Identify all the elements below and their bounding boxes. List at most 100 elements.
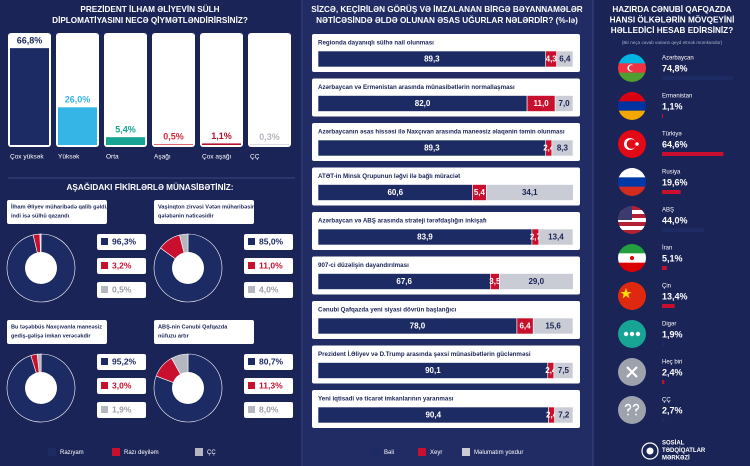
value-swatch [101,358,108,365]
chart-subtitle: (Bir neçə cavab variantı qeyd etmək mümk… [622,40,723,45]
card [152,33,195,147]
flag-dot [635,331,641,337]
question-text: qələbənin nəticəsidir [158,213,214,219]
value-label: 1,1% [662,101,683,111]
legend-label: Bəli [384,450,394,456]
flag-stripe [618,226,646,231]
flag-stripe [618,110,646,120]
value-label: 74,8% [662,63,688,73]
category-label: Orta [106,154,119,161]
value-label: 13,4% [662,291,688,301]
flag-stripe [618,222,646,227]
question-text: ABŞ-nin Cənubi Qafqazda [158,324,228,330]
flag [618,282,646,310]
value-label: 3,0% [112,380,132,390]
chart-title: HAZIRDA CƏNUBİ QAFQAZDA [612,4,731,14]
flag [618,130,646,158]
category-label: Rusiya [662,170,681,176]
flag-question [632,403,640,412]
value-label: 8,0% [259,404,279,414]
bar-segment [532,317,574,335]
value-box [244,234,293,250]
value-swatch [101,406,108,413]
value-swatch [248,238,255,245]
chart-title: HƏLLEDİCİ HESAB EDİRSİNİZ? [611,25,733,35]
bar-segment [551,139,574,157]
value-swatch [101,286,108,293]
category-label: ÇÇ [662,398,671,404]
bar [662,114,664,118]
chart-title: DİPLOMATİYASINI NECƏ QİYMƏTLƏNDİRİRSİNİZ… [52,15,248,25]
value-label: 6,4 [519,322,531,331]
flag-question-dot [635,413,637,416]
value-label: 90,1 [425,366,441,375]
value-swatch [248,358,255,365]
bar-segment [554,95,574,112]
pie-hole [25,372,57,404]
bar [662,190,681,194]
category-label: Heç biri [662,360,682,366]
value-box [97,378,146,394]
row-label: Azərbaycan və Ermənistan arasında münasi… [318,84,515,91]
value-label: 95,2% [112,356,137,366]
bar [662,380,665,384]
flag [618,168,646,196]
value-swatch [101,262,108,269]
value-swatch [101,238,108,245]
flag-star [620,288,632,299]
value-label: 6,4 [559,55,571,64]
bar [662,342,664,346]
value-label: 5,1% [662,253,683,263]
value-label: 0,3% [259,132,280,142]
category-label: Digər [662,322,676,328]
value-label: 66,8% [17,36,43,46]
value-label: 7,0 [559,99,571,108]
value-label: 2,7% [662,405,683,415]
value-label: 83,9 [417,233,433,242]
legend-label: Razı deyiləm [124,450,159,456]
card [104,33,147,147]
bar [58,107,97,145]
question-text: nüfuzu artır [158,333,190,339]
value-label: 3,2% [112,260,132,270]
value-label: 1,1% [211,131,232,141]
legend-swatch [372,448,380,456]
category-label: Azərbaycan [662,56,694,62]
value-label: 26,0% [65,95,91,105]
value-label: 13,4 [548,233,564,242]
legend-swatch [462,448,470,456]
logo-text: TƏDQİQATLAR [662,447,706,454]
pie-hole [172,372,204,404]
bar [154,144,193,145]
value-box [244,402,293,418]
chart-title: HANSI ÖLKƏLƏRİN MÖVQEYİNİ [610,15,735,25]
card [248,33,291,147]
value-label: 80,7% [259,356,284,366]
legend-label: Razıyam [60,450,84,456]
question-box [7,320,107,344]
bar-segment [485,184,574,201]
legend-swatch [418,448,426,456]
bar [662,76,734,80]
row-label: 907-ci düzəlişin dayandırılması [318,262,409,269]
value-label: 34,1 [522,188,538,197]
logo [641,442,659,460]
logo [646,447,654,455]
value-box [97,234,146,250]
value-label: 78,0 [410,322,426,331]
flag-stripe [618,396,646,424]
row-label: Azərbaycanın əsas hissəsi ilə Naxçıvan a… [318,129,565,136]
value-box [244,258,293,274]
question-box [7,200,107,224]
flag-stripe [618,186,646,196]
value-box [97,258,146,274]
flag-emblem [629,65,635,71]
flag-stripe [618,72,646,82]
value-label: 96,3% [112,236,137,246]
value-label: 90,4 [425,411,441,420]
value-swatch [248,262,255,269]
value-label: 19,6% [662,177,688,187]
flag-emblem [630,256,634,260]
value-label: 2,4 [543,144,555,153]
